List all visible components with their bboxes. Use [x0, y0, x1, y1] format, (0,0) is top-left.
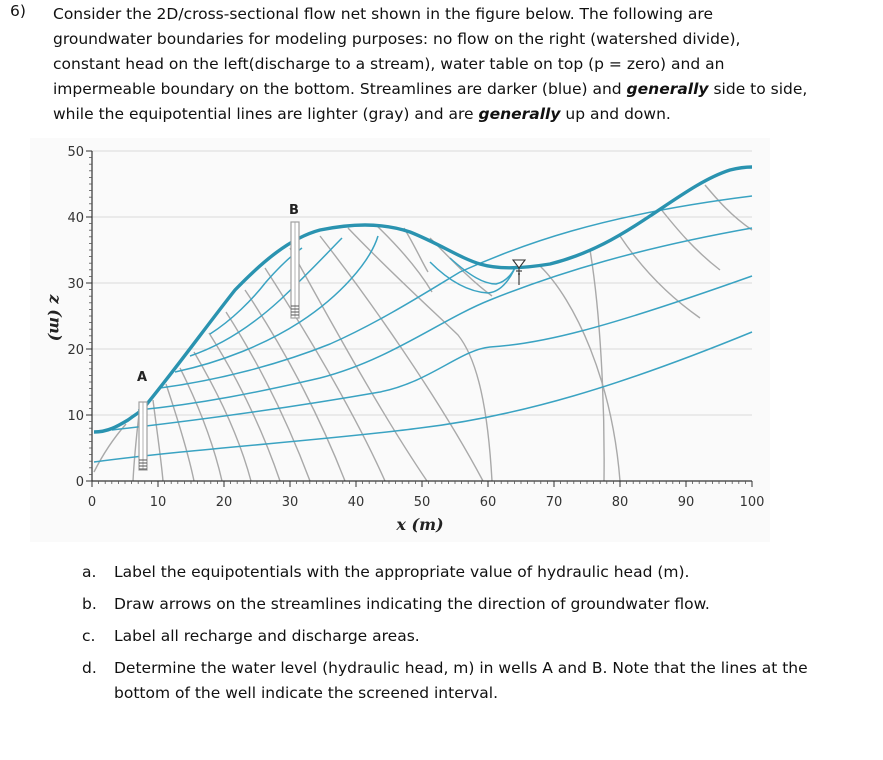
question-line-5a: while the equipotential lines are lighte… [53, 105, 479, 123]
y-tick-labels: 0 10 20 30 40 50 [67, 145, 84, 490]
equipotential-9 [244, 289, 346, 482]
flow-net-figure: A B 0 10 20 30 40 50 0 10 [30, 138, 770, 542]
well-a-label: A [137, 370, 147, 385]
part-text: Draw arrows on the streamlines indicatin… [114, 595, 710, 613]
gridlines [92, 150, 752, 416]
streamlines [93, 195, 753, 463]
emphasis-generally-1: generally [626, 80, 709, 98]
figure-background [30, 138, 770, 542]
well-b-label: B [289, 203, 299, 218]
x-tick-label: 60 [480, 495, 497, 510]
streamline-2 [111, 275, 753, 431]
question-text: Consider the 2D/cross-sectional flow net… [53, 2, 868, 127]
question-line-3: constant head on the left(discharge to a… [53, 55, 725, 73]
equipotential-10 [264, 267, 386, 482]
part-b: b. Draw arrows on the streamlines indicat… [82, 592, 862, 617]
equipotential-18 [589, 249, 605, 482]
x-tick-label: 80 [612, 495, 629, 510]
equipotential-3 [152, 399, 164, 482]
x-tick-label: 90 [678, 495, 695, 510]
x-tick-label: 30 [282, 495, 299, 510]
streamline-9 [449, 257, 517, 285]
y-tick-label: 30 [67, 277, 84, 292]
y-tick-label: 20 [67, 343, 84, 358]
y-tick-label: 10 [67, 409, 84, 424]
question-line-1: Consider the 2D/cross-sectional flow net… [53, 5, 713, 23]
equipotential-2 [132, 413, 140, 482]
equipotential-20 [659, 207, 721, 271]
x-tick-label: 20 [216, 495, 233, 510]
question-line-5c: up and down. [560, 105, 671, 123]
well-a: A [137, 370, 148, 471]
y-tick-label: 50 [67, 145, 84, 160]
y-axis-label: z (m) [46, 294, 65, 342]
x-tick-label: 70 [546, 495, 563, 510]
part-text: Determine the water level (hydraulic hea… [114, 659, 808, 702]
equipotential-19 [619, 235, 701, 319]
part-text: Label all recharge and discharge areas. [114, 627, 420, 645]
equipotential-12 [319, 235, 484, 482]
question-number: 6) [10, 2, 26, 20]
water-table-triangle-icon [511, 259, 527, 269]
major-ticks [86, 150, 753, 487]
equipotential-15 [403, 227, 429, 273]
equipotential-17 [539, 265, 621, 482]
x-tick-label: 10 [150, 495, 167, 510]
equipotential-5 [179, 367, 223, 482]
part-d: d. Determine the water level (hydraulic h… [82, 656, 862, 706]
part-letter: c. [82, 627, 96, 645]
x-tick-label: 50 [414, 495, 431, 510]
emphasis-generally-2: generally [478, 105, 561, 123]
part-letter: d. [82, 659, 97, 677]
question-line-4c: side to side, [708, 80, 808, 98]
part-text: Label the equipotentials with the approp… [114, 563, 690, 581]
equipotential-1 [93, 423, 127, 473]
part-letter: a. [82, 563, 97, 581]
y-tick-label: 0 [76, 475, 84, 490]
equipotential-21 [704, 184, 753, 231]
streamline-6 [189, 237, 343, 357]
question-line-4a: impermeable boundary on the bottom. Stre… [53, 80, 627, 98]
equipotential-13 [347, 227, 493, 482]
x-tick-label: 40 [348, 495, 365, 510]
streamline-1 [93, 331, 753, 463]
question-parts: a. Label the equipotentials with the appr… [82, 560, 862, 713]
equipotential-4 [165, 383, 195, 482]
equipotential-14 [375, 224, 433, 293]
question-line-2: groundwater boundaries for modeling purp… [53, 30, 741, 48]
question-line-5: while the equipotential lines are lighte… [53, 105, 671, 123]
x-axis-label: x (m) [395, 515, 443, 534]
x-tick-label: 100 [740, 495, 765, 510]
minor-ticks [89, 157, 746, 484]
streamline-4 [159, 195, 753, 389]
question-line-4: impermeable boundary on the bottom. Stre… [53, 80, 807, 98]
part-a: a. Label the equipotentials with the appr… [82, 560, 862, 585]
well-b: B [289, 203, 300, 319]
streamline-3 [137, 227, 753, 411]
equipotential-lines [93, 184, 753, 482]
x-tick-labels: 0 10 20 30 40 50 60 70 80 90 100 [88, 495, 765, 510]
equipotential-6 [193, 351, 252, 482]
equipotential-7 [208, 332, 281, 482]
part-c: c. Label all recharge and discharge areas… [82, 624, 862, 649]
part-letter: b. [82, 595, 97, 613]
x-tick-label: 0 [88, 495, 96, 510]
streamline-8 [429, 261, 515, 294]
water-table-symbol [511, 259, 527, 285]
streamline-5 [174, 235, 379, 373]
y-tick-label: 40 [67, 211, 84, 226]
